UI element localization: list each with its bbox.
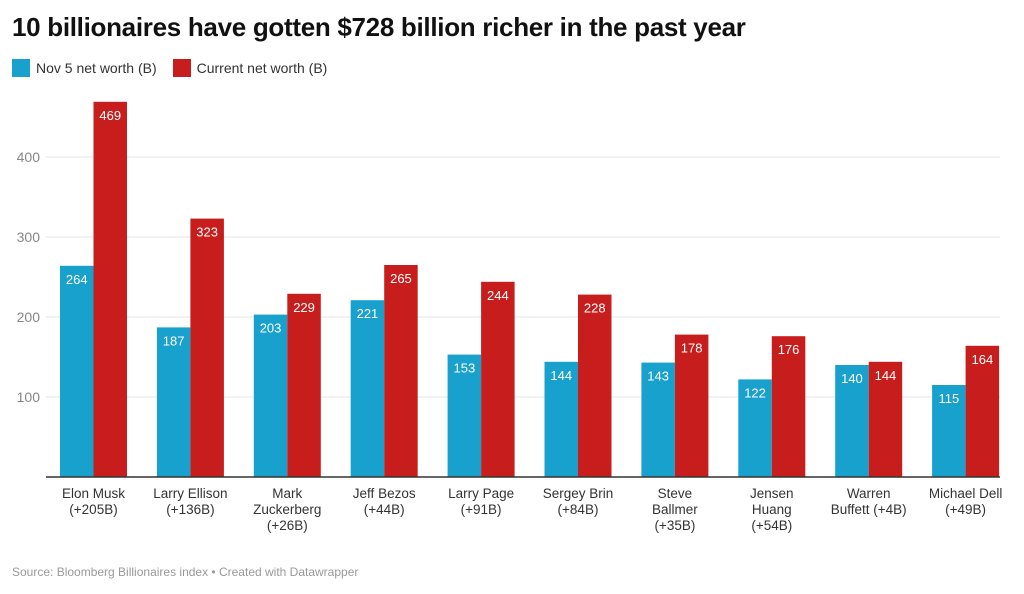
bar-nov5 xyxy=(60,265,94,477)
bar-current xyxy=(190,218,224,477)
x-tick-label: (+49B) xyxy=(945,502,986,517)
bar-current xyxy=(93,101,127,478)
bar-current xyxy=(965,345,1000,477)
x-tick-label: Jeff Bezos xyxy=(353,486,416,501)
bar-nov5 xyxy=(156,327,191,477)
x-tick-label: Ballmer xyxy=(652,502,698,517)
source-footer: Source: Bloomberg Billionaires index • C… xyxy=(12,565,359,579)
bar-current xyxy=(384,265,418,477)
x-tick-label: (+205B) xyxy=(69,502,117,517)
data-label: 244 xyxy=(487,288,509,303)
y-tick-label: 300 xyxy=(17,229,41,245)
data-label: 221 xyxy=(357,306,379,321)
x-tick-label: (+54B) xyxy=(751,518,792,533)
x-tick-label: Elon Musk xyxy=(62,486,125,501)
x-tick-label: (+35B) xyxy=(654,518,695,533)
x-tick-label: (+84B) xyxy=(558,502,599,517)
x-tick-label: Sergey Brin xyxy=(543,486,614,501)
data-label: 229 xyxy=(293,300,315,315)
data-label: 187 xyxy=(163,333,185,348)
bar-current xyxy=(674,334,709,477)
data-label: 115 xyxy=(938,391,959,406)
bar-current xyxy=(578,294,612,477)
data-label: 228 xyxy=(584,301,606,316)
data-label: 144 xyxy=(550,368,572,383)
data-label: 264 xyxy=(66,272,88,287)
bar-nov5 xyxy=(641,362,675,477)
x-tick-label: Jensen xyxy=(750,486,794,501)
bar-nov5 xyxy=(932,385,966,477)
legend-item-nov5: Nov 5 net worth (B) xyxy=(12,59,157,77)
bar-nov5 xyxy=(350,300,385,477)
legend-swatch-current xyxy=(172,59,191,77)
y-tick-label: 200 xyxy=(17,309,41,325)
x-tick-label: Zuckerberg xyxy=(253,502,321,517)
data-label: 176 xyxy=(778,342,800,357)
legend-label-current: Current net worth (B) xyxy=(196,60,328,76)
data-label: 164 xyxy=(971,352,993,367)
bar-current xyxy=(287,293,321,477)
data-label: 265 xyxy=(390,271,412,286)
bar-nov5 xyxy=(253,314,288,477)
bar-nov5 xyxy=(544,361,578,477)
x-tick-label: Buffett (+4B) xyxy=(831,502,907,517)
data-label: 203 xyxy=(260,321,282,336)
data-label: 144 xyxy=(875,368,897,383)
x-tick-label: (+91B) xyxy=(461,502,502,517)
x-tick-label: (+136B) xyxy=(166,502,214,517)
x-tick-label: (+26B) xyxy=(267,518,308,533)
bar-current xyxy=(481,281,515,477)
x-tick-label: Larry Page xyxy=(448,486,514,501)
x-tick-label: Warren xyxy=(847,486,891,501)
x-tick-label: (+44B) xyxy=(364,502,405,517)
legend-item-current: Current net worth (B) xyxy=(172,59,328,77)
bar-nov5 xyxy=(447,354,482,477)
data-label: 140 xyxy=(841,371,863,386)
x-tick-label: Steve xyxy=(658,486,693,501)
bar-current xyxy=(771,336,806,477)
x-tick-label: Larry Ellison xyxy=(153,486,227,501)
x-tick-label: Michael Dell xyxy=(929,486,1003,501)
data-label: 143 xyxy=(647,369,669,384)
bar-nov5 xyxy=(738,379,772,477)
data-label: 178 xyxy=(681,341,703,356)
data-label: 323 xyxy=(196,225,218,240)
data-label: 469 xyxy=(99,108,121,123)
bar-current xyxy=(868,361,903,477)
legend-label-nov5: Nov 5 net worth (B) xyxy=(36,60,157,76)
legend: Nov 5 net worth (B) Current net worth (B… xyxy=(12,59,327,77)
data-label: 122 xyxy=(744,385,766,400)
x-tick-label: Mark xyxy=(272,486,302,501)
y-tick-label: 400 xyxy=(17,149,41,165)
x-tick-label: Huang xyxy=(752,502,792,517)
y-tick-label: 100 xyxy=(17,389,41,405)
data-label: 153 xyxy=(453,361,475,376)
chart-title: 10 billionaires have gotten $728 billion… xyxy=(12,12,746,42)
legend-swatch-nov5 xyxy=(12,59,30,77)
bar-nov5 xyxy=(835,365,869,477)
